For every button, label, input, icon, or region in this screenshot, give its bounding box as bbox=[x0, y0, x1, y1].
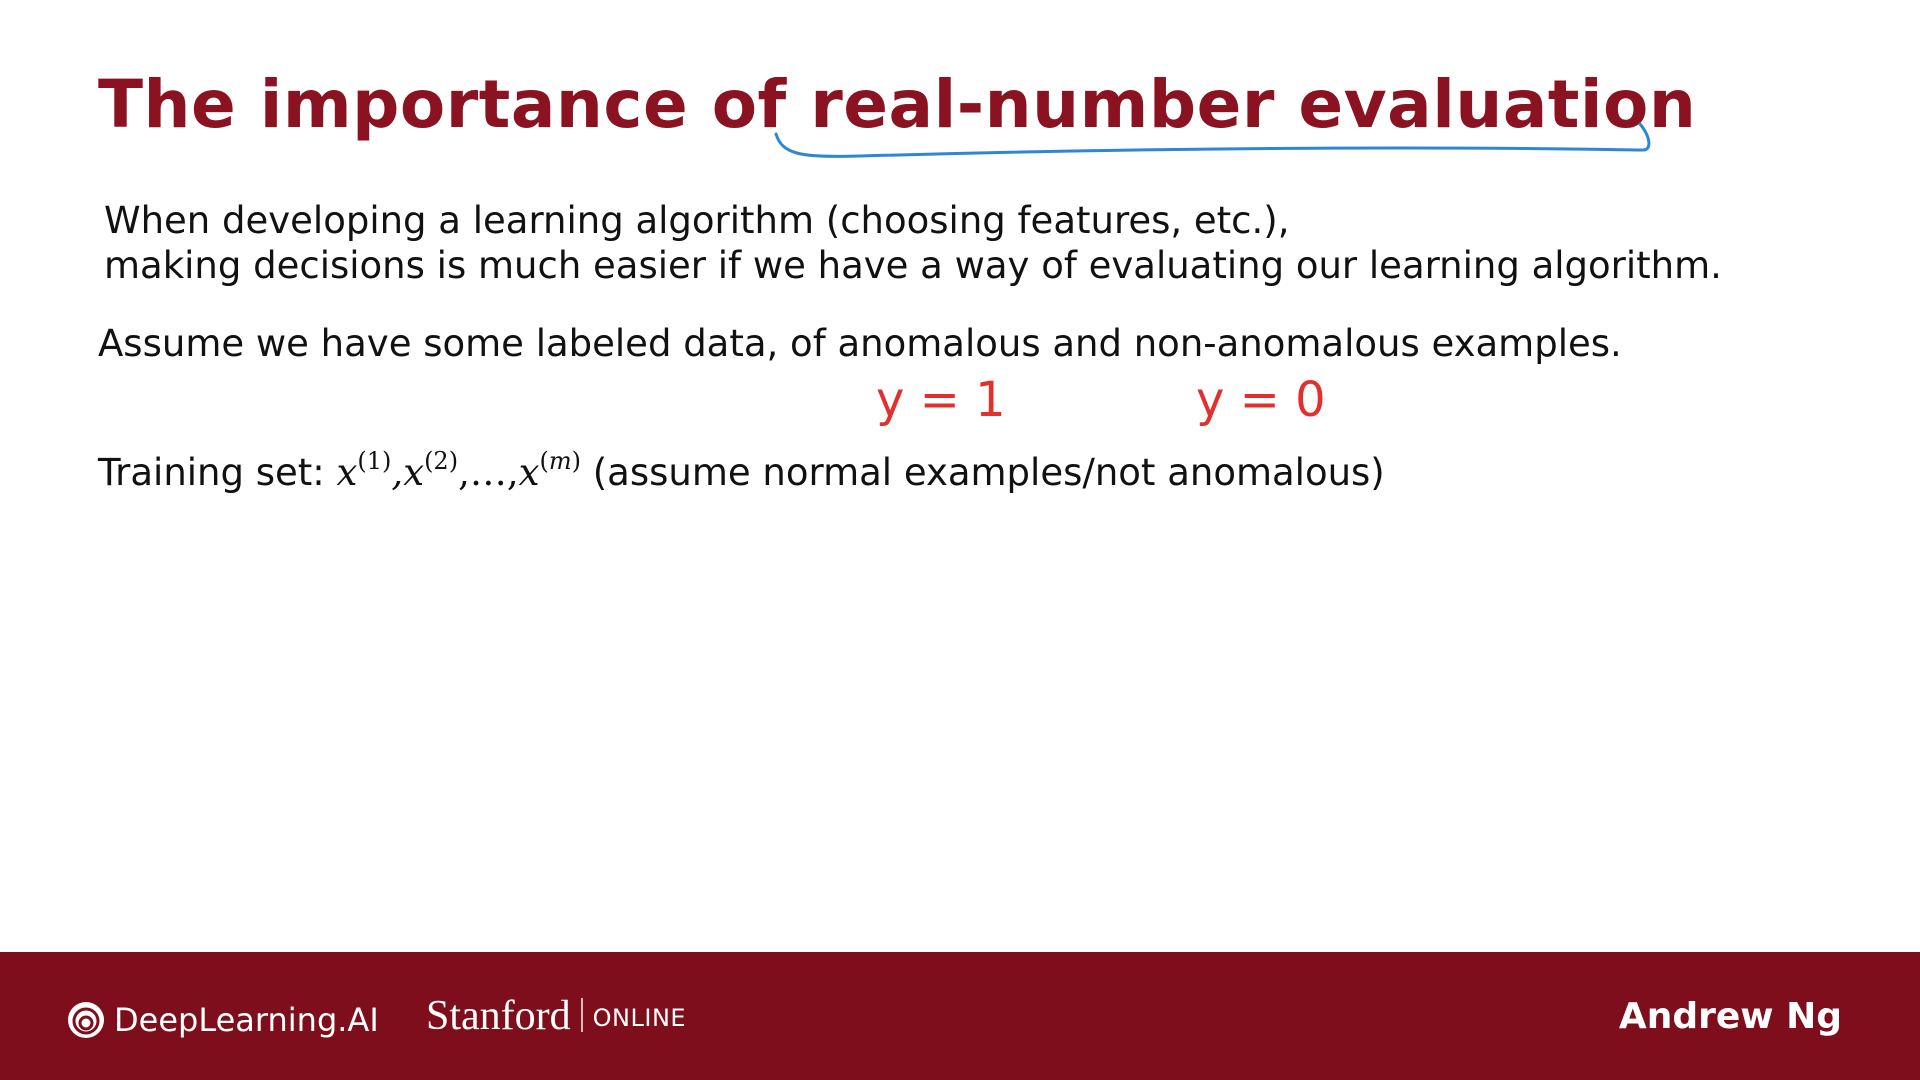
training-set-formula: x(1),x(2),…,x(m) bbox=[336, 447, 581, 494]
footer-bar bbox=[0, 952, 1920, 1080]
stanford-online-logo: Stanford ONLINE bbox=[426, 992, 686, 1040]
training-set-comment: (assume normal examples/not anomalous) bbox=[592, 451, 1385, 494]
training-set-line: Training set: x(1),x(2),…,x(m) (assume n… bbox=[98, 447, 1385, 494]
stanford-online-text: ONLINE bbox=[592, 1004, 687, 1032]
training-set-label: Training set: bbox=[98, 451, 325, 494]
deeplearning-logo-icon bbox=[68, 1002, 104, 1038]
handwritten-y-equals-0: y = 0 bbox=[1196, 372, 1326, 428]
stanford-logo-text: Stanford bbox=[426, 993, 571, 1039]
paragraph-1-line-2: making decisions is much easier if we ha… bbox=[104, 244, 1722, 287]
stanford-logo-divider bbox=[580, 998, 583, 1032]
deeplearning-logo-text: DeepLearning.AI bbox=[114, 1001, 379, 1039]
paragraph-2: Assume we have some labeled data, of ano… bbox=[98, 322, 1622, 365]
author-name: Andrew Ng bbox=[1618, 996, 1842, 1037]
slide-title: The importance of real-number evaluation bbox=[98, 66, 1697, 143]
deeplearning-ai-logo: DeepLearning.AI bbox=[66, 1000, 379, 1040]
paragraph-1-line-1: When developing a learning algorithm (ch… bbox=[104, 199, 1290, 242]
handwritten-y-equals-1: y = 1 bbox=[876, 372, 1006, 428]
